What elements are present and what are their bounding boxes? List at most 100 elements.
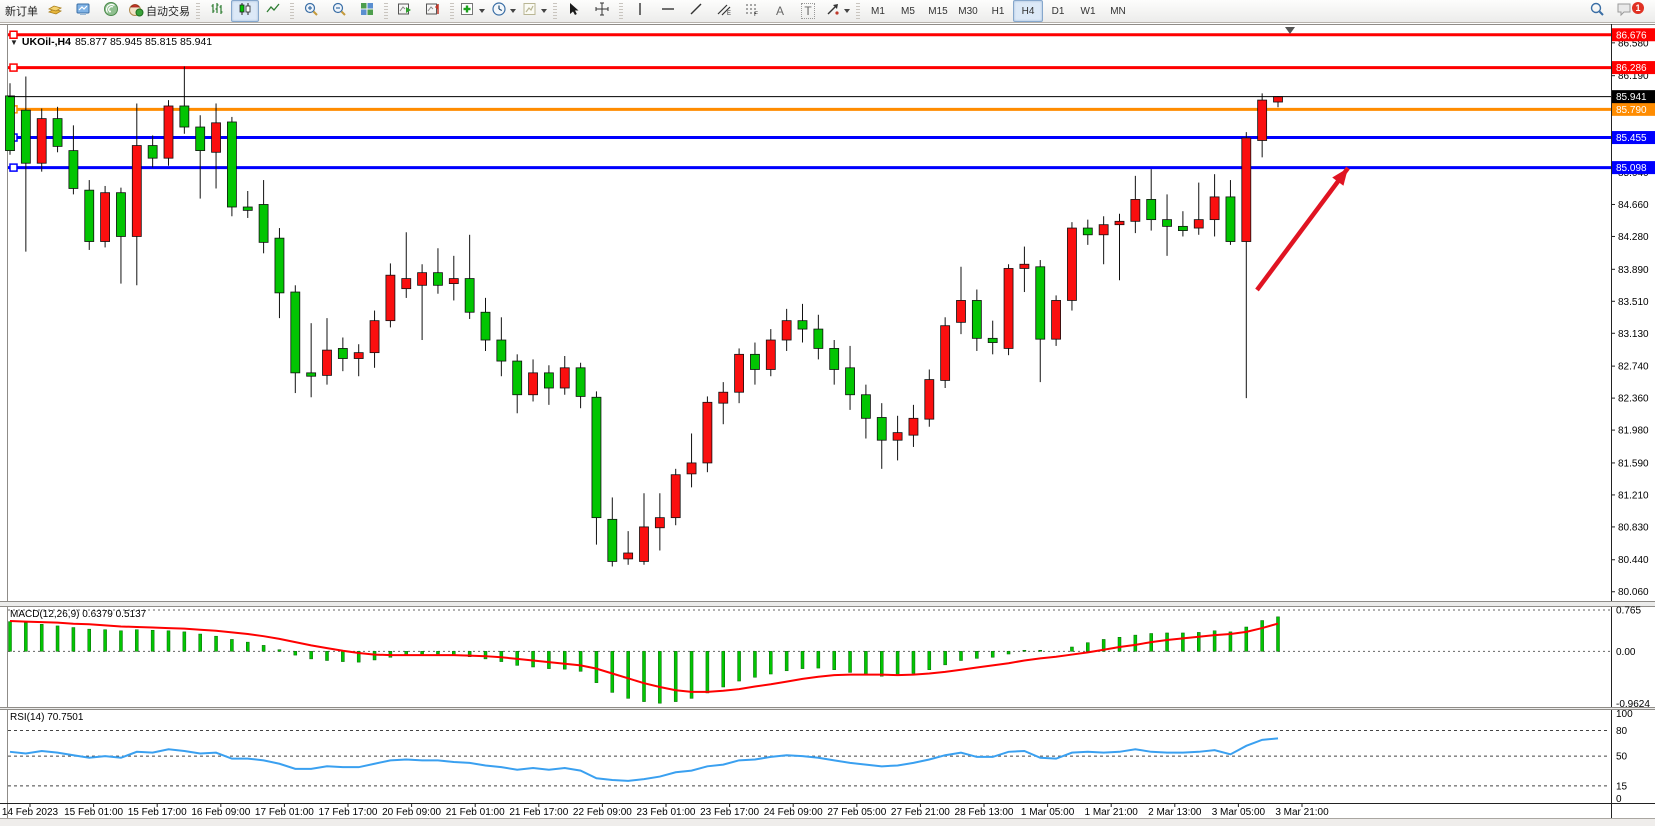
indicators-button[interactable]	[457, 0, 488, 22]
timeframe-d1-button[interactable]: D1	[1051, 5, 1065, 17]
hline-price-label: 85.455	[1616, 133, 1647, 144]
candle	[940, 325, 951, 381]
text-label-tool-button[interactable]: T	[794, 0, 822, 22]
macd-histogram-bar	[309, 651, 313, 660]
autotrading-button[interactable]: 自动交易	[125, 0, 193, 22]
chart-shift-marker[interactable]	[1285, 27, 1295, 34]
candle	[512, 360, 523, 396]
macd-histogram-bar	[119, 630, 123, 652]
notifications-button[interactable]: 1	[1611, 0, 1644, 22]
panel-splitter[interactable]	[0, 707, 1655, 710]
hline-handle[interactable]	[9, 30, 18, 40]
chart-shift-icon	[425, 1, 441, 22]
candle	[68, 150, 79, 189]
candle	[147, 145, 158, 159]
timeframe-w1-button[interactable]: W1	[1080, 5, 1096, 17]
candle	[797, 320, 808, 330]
rsi-axis-label: 0	[1616, 794, 1622, 805]
equidistant-channel-tool-button[interactable]: E	[710, 0, 738, 22]
candle	[670, 474, 681, 519]
toolbar-separator	[619, 3, 623, 19]
macd-histogram-bar	[230, 639, 234, 652]
candle	[1146, 199, 1157, 221]
candle	[5, 95, 15, 151]
timeframe-h1-button[interactable]: H1	[991, 5, 1005, 17]
macd-histogram-bar	[880, 651, 884, 677]
hline-handle[interactable]	[9, 63, 18, 72]
templates-button[interactable]	[519, 0, 550, 22]
price-tick-label: 80.060	[1618, 587, 1649, 598]
chart-shift-button[interactable]	[419, 0, 447, 22]
text-tool-button[interactable]: A	[766, 0, 794, 22]
vertical-line-tool-button[interactable]	[626, 0, 654, 22]
macd-histogram-bar	[87, 628, 91, 652]
macd-histogram-bar	[71, 627, 76, 652]
macd-histogram-bar	[182, 631, 187, 652]
candle	[100, 192, 110, 242]
auto-scroll-button[interactable]	[391, 0, 419, 22]
chart-bars-button[interactable]	[203, 0, 231, 22]
macd-histogram-bar	[1276, 616, 1280, 652]
clock-icon	[491, 1, 507, 22]
candle	[829, 348, 840, 370]
market-watch-button[interactable]	[41, 0, 69, 22]
candle	[84, 189, 95, 242]
candle	[813, 328, 824, 349]
cursor-tool-button[interactable]	[560, 0, 588, 22]
macd-histogram-bar	[277, 649, 282, 652]
candle	[876, 417, 887, 441]
timeframe-m1-button[interactable]: M1	[871, 5, 885, 17]
time-tick-label: 1 Mar 05:00	[1021, 807, 1075, 818]
one-click-trading-toggle-icon[interactable]: ▼	[10, 37, 18, 47]
svg-text:F: F	[754, 11, 758, 17]
timeframe-m5-button[interactable]: M5	[901, 5, 915, 17]
horizontal-line-tool-button[interactable]	[654, 0, 682, 22]
candle	[623, 552, 634, 560]
hline-handle[interactable]	[9, 163, 18, 172]
panel-splitter[interactable]	[0, 601, 1655, 607]
timeframe-h4-button[interactable]: H4	[1013, 0, 1043, 22]
tile-windows-button[interactable]	[353, 0, 381, 22]
candle	[448, 278, 459, 285]
candle	[417, 272, 428, 286]
price-tick-label: 80.830	[1618, 522, 1649, 533]
search-button[interactable]	[1583, 0, 1611, 22]
fibonacci-icon: F	[744, 1, 760, 22]
macd-histogram-bar	[673, 651, 678, 702]
annotation-arrow-line[interactable]	[1255, 166, 1350, 292]
crosshair-tool-button[interactable]	[588, 0, 616, 22]
new-order-button[interactable]: 新订单	[2, 0, 41, 22]
candle	[1003, 268, 1014, 349]
navigator-button[interactable]	[69, 0, 97, 22]
timeframe-m15-button[interactable]: M15	[928, 5, 948, 17]
macd-histogram-bar	[832, 651, 836, 670]
candle	[1035, 266, 1046, 340]
indicators-add-icon	[460, 1, 476, 22]
timeframe-mn-button[interactable]: MN	[1110, 5, 1126, 17]
candle	[971, 300, 982, 339]
rsi-axis-label: 100	[1616, 709, 1633, 720]
chart-line-button[interactable]	[259, 0, 287, 22]
fibonacci-tool-button[interactable]: F	[738, 0, 766, 22]
horizontal-line-icon	[660, 1, 676, 22]
candle	[1019, 263, 1030, 269]
arrows-tool-button[interactable]	[822, 0, 853, 22]
time-tick-label: 17 Feb 01:00	[255, 807, 314, 818]
candle	[20, 109, 31, 164]
macd-histogram-bar	[8, 621, 12, 652]
trendline-tool-button[interactable]	[682, 0, 710, 22]
price-tick-label: 82.740	[1618, 362, 1649, 373]
signals-button[interactable]	[97, 0, 125, 22]
candle	[179, 105, 190, 128]
chart-candles-button[interactable]	[231, 0, 259, 22]
indicators-dropdown-caret	[479, 9, 485, 13]
timeframe-m30-button[interactable]: M30	[958, 5, 978, 17]
templates-dropdown-caret	[541, 9, 547, 13]
price-tick-label: 83.510	[1618, 297, 1649, 308]
macd-histogram-bar	[990, 651, 995, 658]
annotation-arrow-head[interactable]	[1332, 168, 1348, 186]
zoom-out-button[interactable]	[325, 0, 353, 22]
periods-button[interactable]	[488, 0, 519, 22]
zoom-in-button[interactable]	[297, 0, 325, 22]
